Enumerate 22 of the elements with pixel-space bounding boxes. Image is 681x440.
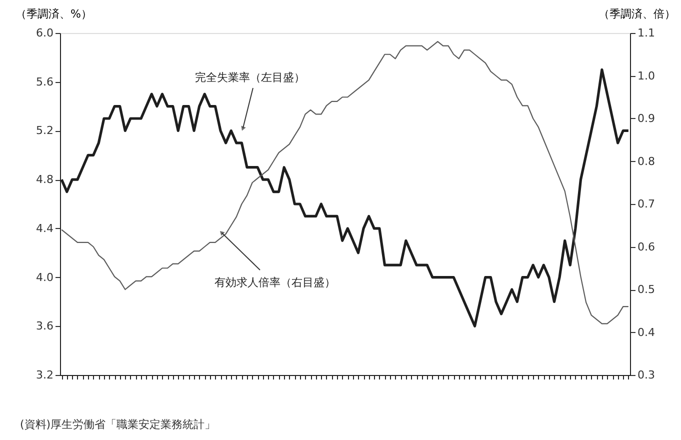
y-tick-label: 5.6 — [36, 75, 54, 88]
y-tick-label: 4.0 — [36, 270, 54, 284]
y2-tick-label: 0.9 — [638, 112, 655, 125]
y2-axis-title: （季調済、倍） — [598, 8, 676, 20]
y2-tick-label: 0.4 — [638, 326, 655, 339]
y-tick-label: 6.0 — [36, 26, 54, 40]
y2-tick-label: 1.0 — [638, 69, 655, 82]
y2-tick-label: 0.8 — [638, 154, 655, 168]
y2-tick-label: 1.1 — [638, 26, 655, 40]
text: (資料)厚生労働省「職業安定業務統計」 — [20, 418, 216, 431]
y2-tick-label: 0.7 — [638, 198, 655, 210]
text: 有効求人倍率（右目盛） — [214, 276, 336, 289]
series-label: 完全失業率（左目盛） — [195, 71, 305, 84]
y2-tick-label: 0.3 — [638, 368, 655, 382]
y-tick-label: 4.4 — [36, 222, 54, 235]
y2-tick-label: 0.6 — [638, 240, 655, 254]
y-axis-title: （季調済、%） — [16, 8, 92, 20]
y-tick-label: 3.2 — [36, 368, 54, 382]
y2-tick-label: 0.5 — [638, 283, 655, 296]
y-tick-label: 5.2 — [36, 124, 54, 138]
y-tick-label: 3.6 — [36, 320, 54, 333]
y-tick-label: 4.8 — [36, 173, 54, 186]
